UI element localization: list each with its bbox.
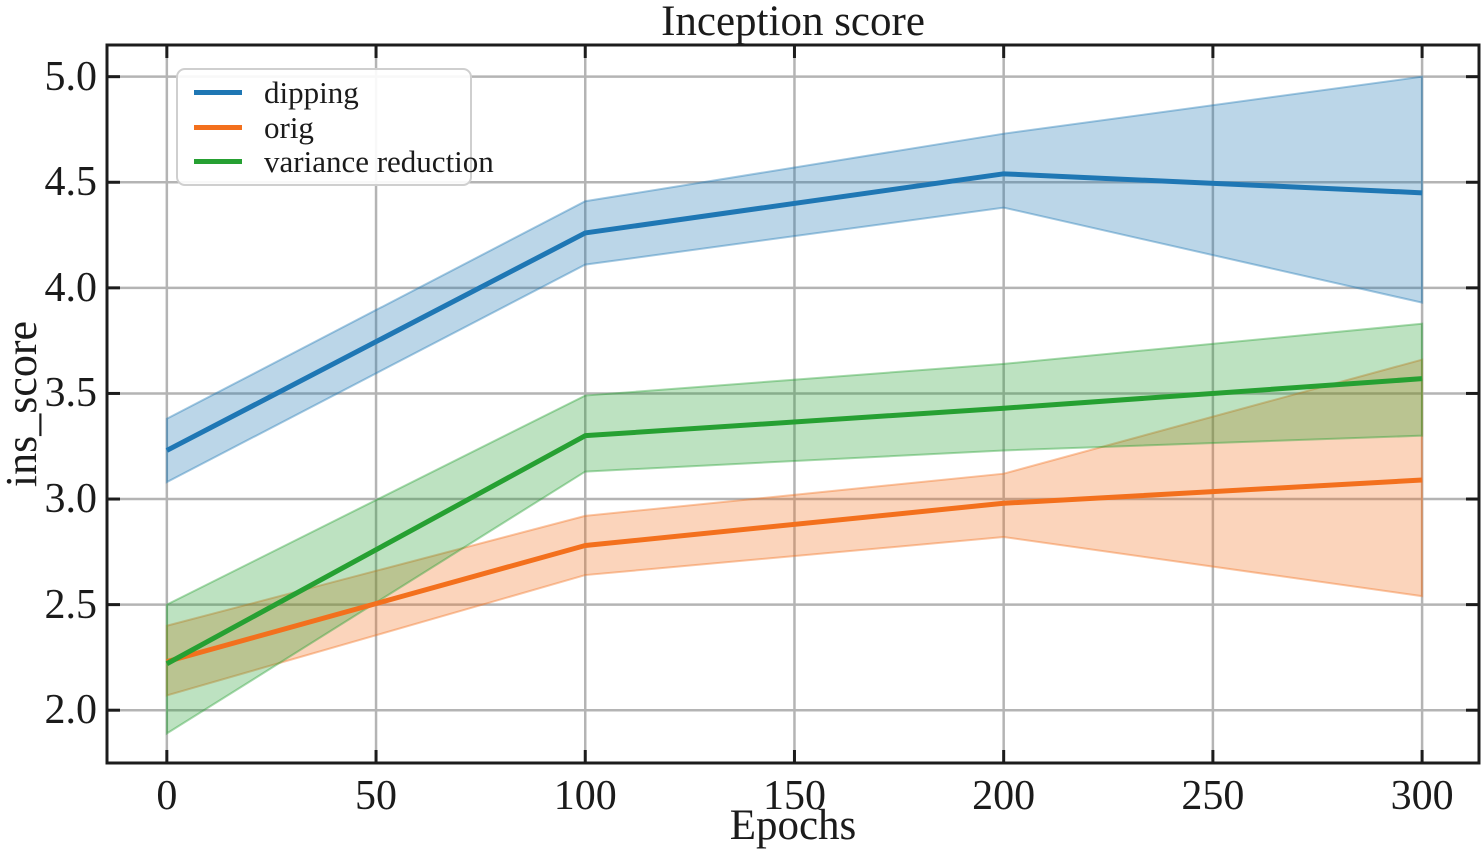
x-tick-label-200: 200 xyxy=(972,773,1036,819)
series-line-variance-reduction xyxy=(165,376,1423,666)
series-band-variance-reduction xyxy=(165,322,1424,736)
y-tick-label-3.0: 3.0 xyxy=(44,476,98,523)
series-line-dipping xyxy=(165,171,1423,453)
series-line-orig xyxy=(166,477,1423,665)
chart-title: Inception score xyxy=(661,0,925,45)
legend-swatch-line-icon xyxy=(194,159,242,165)
legend-label: dipping xyxy=(264,74,359,110)
legend-item-orig: orig xyxy=(194,111,462,144)
legend-item-variance-reduction: variance reduction xyxy=(194,145,494,178)
legend-label: orig xyxy=(264,109,314,145)
legend-swatch-line-icon xyxy=(194,89,242,95)
legend-label: variance reduction xyxy=(264,144,494,180)
y-tick-label-5.0: 5.0 xyxy=(44,53,98,100)
y-tick-label-2.5: 2.5 xyxy=(44,581,98,628)
x-axis-label: Epochs xyxy=(729,802,857,849)
x-tick-label-300: 300 xyxy=(1390,773,1454,819)
x-tick-label-100: 100 xyxy=(553,773,617,819)
x-tick-label-50: 50 xyxy=(355,773,398,819)
x-tick-label-150: 150 xyxy=(762,773,826,819)
x-tick-label-250: 250 xyxy=(1181,773,1245,819)
y-tick-label-3.5: 3.5 xyxy=(44,370,98,417)
y-tick-label-2.0: 2.0 xyxy=(44,687,98,734)
series-band-orig xyxy=(165,358,1424,697)
legend: dipping orig variance reduction xyxy=(176,68,494,186)
legend-item-dipping: dipping xyxy=(194,76,462,109)
legend-swatch-line-icon xyxy=(194,124,242,130)
x-tick-label-0: 0 xyxy=(156,773,178,819)
y-tick-label-4.5: 4.5 xyxy=(44,159,98,206)
y-tick-label-4.0: 4.0 xyxy=(44,264,98,311)
